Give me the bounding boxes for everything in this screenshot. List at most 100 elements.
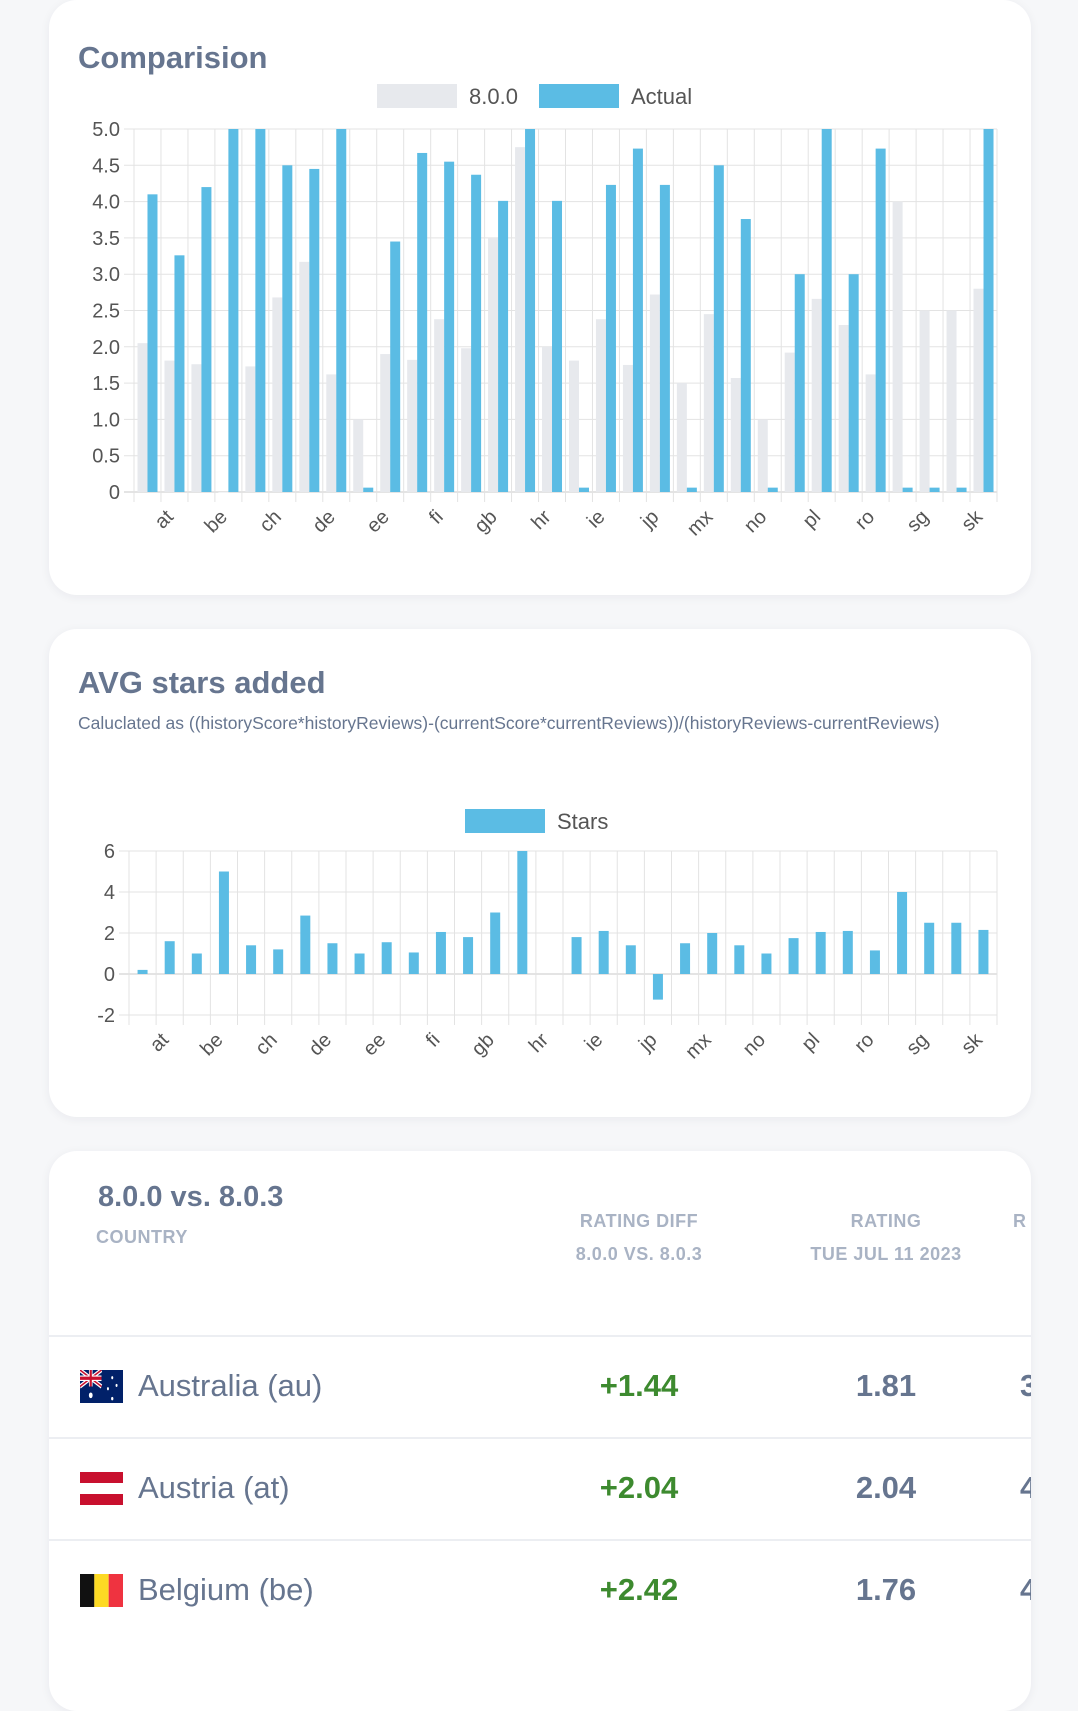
bar	[707, 933, 718, 974]
legend-swatch	[539, 84, 619, 108]
austria-flag-icon	[80, 1472, 123, 1505]
bar	[956, 487, 967, 492]
legend-label: 8.0.0	[469, 84, 518, 109]
table-row[interactable]: Belgium (be) +2.42 1.76 4	[49, 1541, 1031, 1641]
bar	[218, 871, 229, 974]
x-tick-label: hr	[525, 1029, 553, 1057]
rating-diff-header-line2: 8.0.0 VS. 8.0.3	[575, 1244, 703, 1264]
x-tick-label: ch	[251, 1029, 281, 1059]
bar	[525, 129, 536, 492]
bar	[245, 366, 256, 492]
bar	[380, 354, 391, 492]
x-tick-label: sg	[902, 1029, 932, 1059]
bar	[676, 383, 687, 492]
table-row[interactable]: Austria (at) +2.04 2.04 4	[49, 1439, 1031, 1539]
legend-swatch	[377, 84, 457, 108]
bar	[761, 953, 772, 974]
bar	[282, 165, 293, 493]
bar	[490, 912, 501, 974]
x-tick-label: jp	[636, 506, 663, 533]
column-header-country[interactable]: COUNTRY	[96, 1227, 188, 1247]
bar	[978, 929, 989, 974]
x-tick-label: mx	[681, 1029, 715, 1063]
bar	[463, 937, 474, 974]
x-tick-label: ro	[851, 506, 879, 534]
y-tick-label: 3.0	[92, 264, 120, 286]
bar	[571, 937, 582, 974]
x-tick-label: ro	[850, 1029, 878, 1057]
y-tick-label: 1.0	[92, 409, 120, 431]
bar	[578, 487, 589, 492]
x-tick-label: no	[740, 506, 771, 537]
bar	[919, 310, 930, 492]
bar	[875, 148, 886, 493]
bar	[983, 129, 994, 492]
bar	[788, 938, 799, 974]
bar	[164, 360, 175, 492]
x-tick-label: de	[309, 506, 340, 537]
x-tick-label: pl	[799, 506, 826, 533]
bar	[552, 200, 563, 492]
bar	[191, 364, 202, 492]
bar	[680, 943, 691, 974]
bar	[568, 360, 579, 492]
bar	[924, 922, 935, 974]
column-header-rating[interactable]: RATING TUE JUL 11 2023	[756, 1205, 1016, 1271]
bar	[515, 147, 526, 492]
bar	[137, 969, 148, 974]
bar	[649, 294, 660, 492]
bar	[299, 261, 310, 492]
bar	[408, 952, 419, 974]
column-header-clipped[interactable]: R	[1013, 1211, 1027, 1231]
bar	[164, 941, 175, 974]
column-header-rating-diff[interactable]: RATING DIFF 8.0.0 VS. 8.0.3	[509, 1205, 769, 1271]
rating-value: 2.04	[855, 1470, 917, 1505]
bar	[218, 492, 229, 493]
bar	[354, 953, 365, 974]
y-tick-label: 4	[104, 882, 115, 904]
x-tick-label: pl	[798, 1029, 825, 1056]
comparison-chart-title: Comparision	[78, 40, 268, 75]
comparison-card: Comparision 8.0.0 Actual 0 0.5 1.0 1.5 2.0 2.5 3…	[49, 0, 1031, 595]
rating-diff-header-line1: RATING DIFF	[579, 1211, 699, 1231]
y-tick-label: 5.0	[92, 119, 120, 141]
bar	[659, 184, 670, 493]
australia-flag-icon	[80, 1370, 123, 1403]
bar	[498, 200, 509, 492]
y-tick-label: 4.5	[92, 155, 120, 177]
bar	[757, 419, 768, 492]
x-tick-label: hr	[527, 506, 555, 534]
bar	[417, 152, 428, 492]
bar	[336, 129, 347, 492]
bar	[784, 352, 795, 492]
bar	[255, 129, 266, 492]
belgium-flag-icon	[80, 1574, 123, 1607]
x-tick-label: be	[196, 1029, 227, 1060]
row-divider	[49, 1437, 1031, 1439]
x-tick-label: jp	[634, 1029, 661, 1056]
country-name: Belgium (be)	[138, 1572, 314, 1607]
x-tick-label: no	[739, 1029, 770, 1060]
legend-label: Stars	[557, 809, 608, 834]
bar	[326, 374, 337, 492]
bar	[246, 945, 257, 974]
bar	[740, 219, 751, 493]
bar	[865, 374, 876, 492]
legend-swatch	[465, 809, 545, 833]
table-row[interactable]: Australia (au) +1.44 1.81 3	[49, 1337, 1031, 1437]
bar	[632, 148, 643, 493]
bar	[435, 931, 446, 974]
stars-chart-title: AVG stars added	[78, 665, 326, 700]
bar	[137, 343, 148, 492]
bar	[869, 950, 880, 974]
bar	[848, 274, 859, 492]
legend-label: Actual	[631, 84, 692, 109]
y-tick-label: 4.0	[92, 192, 120, 214]
x-tick-label: ch	[255, 506, 285, 536]
bar	[273, 949, 284, 974]
x-tick-label: ee	[359, 1029, 390, 1060]
x-tick-label: fi	[425, 506, 448, 529]
clipped-value: 3	[1020, 1368, 1031, 1403]
bar	[686, 487, 697, 492]
